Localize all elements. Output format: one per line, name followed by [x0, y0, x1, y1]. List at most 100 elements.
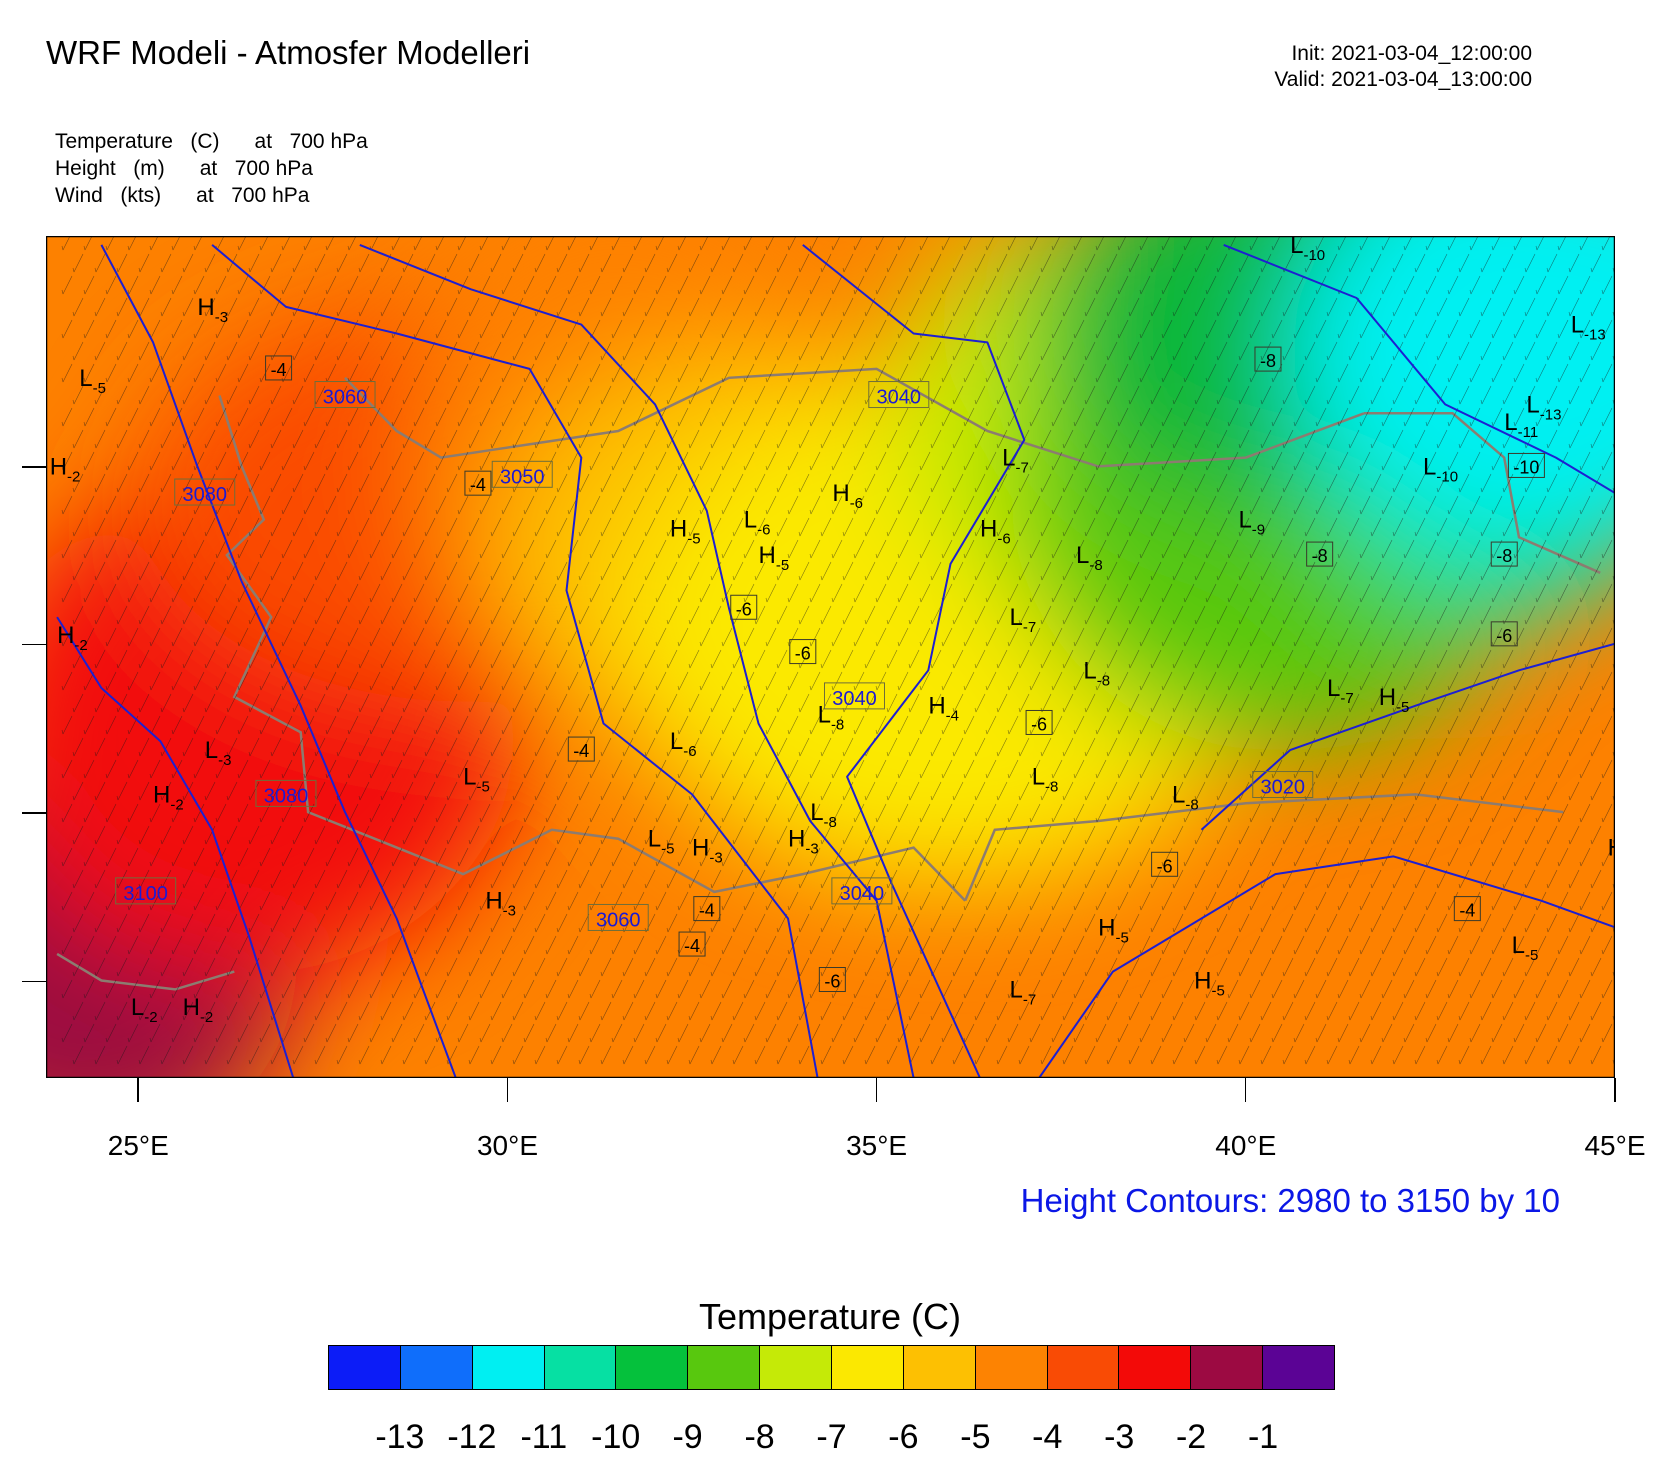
height-label-box	[255, 779, 317, 807]
height-contour	[1200, 642, 1615, 831]
x-tick	[1614, 1078, 1616, 1102]
temperature-label-box	[693, 896, 721, 922]
y-tick	[22, 643, 46, 646]
high-marker: H-5	[1379, 684, 1410, 716]
coastline	[1364, 412, 1601, 574]
temperature-contour-label: -8	[1312, 546, 1328, 566]
x-tick	[506, 1078, 508, 1102]
temperature-label-box	[1151, 851, 1179, 877]
x-tick-label: 35°E	[846, 1130, 908, 1161]
height-contour-label: 3080	[264, 785, 309, 807]
height-contours-note: Height Contours: 2980 to 3150 by 10	[1020, 1182, 1560, 1219]
wind-barbs	[61, 236, 1615, 1065]
x-tick	[1244, 1078, 1247, 1102]
height-contour-label: 3020	[1260, 777, 1305, 799]
temperature-contour-label: -6	[1157, 856, 1173, 876]
height-label-box	[831, 877, 893, 905]
temperature-label-box	[1453, 896, 1481, 922]
x-tick-label: 40°E	[1215, 1130, 1277, 1161]
temperature-label-box	[818, 967, 846, 993]
valid-time: Valid: 2021-03-04_13:00:00	[1274, 68, 1532, 91]
height-label-box	[868, 381, 930, 409]
map-labels: 3060 3040 3050 3080 3040 3020 3080 3100 3060 3040…	[50, 236, 1615, 1026]
temperature-label-box	[1490, 621, 1518, 647]
height-contour	[100, 244, 457, 1078]
temperature-label-box	[464, 470, 492, 496]
colorbar-swatch	[616, 1346, 689, 1389]
colorbar-swatch	[832, 1346, 904, 1389]
temperature-contour-label: -4	[1459, 901, 1475, 921]
temperature-contour-label: -4	[573, 741, 589, 761]
colorbar-label: -10	[591, 1418, 641, 1456]
wind-barb-field	[61, 236, 1615, 1065]
height-label-box	[174, 478, 236, 506]
colorbar-label: -5	[960, 1418, 991, 1456]
colorbar-label: -12	[447, 1418, 497, 1456]
height-label-box	[115, 877, 177, 905]
init-time: Init: 2021-03-04_12:00:00	[1291, 42, 1532, 65]
temperature-label-box	[1490, 541, 1518, 567]
plot-title: WRF Modeli - Atmosfer Modelleri	[46, 34, 531, 71]
temperature-label-box	[1025, 709, 1053, 735]
temperature-contour-label: -4	[684, 936, 700, 956]
temperature-label-box	[265, 355, 293, 381]
temperature-label-box	[678, 931, 706, 957]
high-marker: H-5	[670, 515, 701, 547]
coastline	[964, 793, 1564, 902]
low-marker: L-5	[79, 365, 106, 397]
height-label-box	[587, 903, 649, 931]
colorbar-swatch	[329, 1346, 401, 1389]
height-contour	[56, 616, 295, 1078]
colorbar-label: -9	[672, 1418, 703, 1456]
map-svg: 3060 3040 3050 3080 3040 3020 3080 3100 3060 3040…	[46, 236, 1615, 1078]
x-tick-label: 30°E	[476, 1130, 539, 1161]
height-contour	[1038, 855, 1615, 1078]
temperature-contour-label: -6	[736, 599, 752, 619]
colorbar-swatch	[903, 1346, 976, 1389]
temperature-field	[46, 236, 1615, 1078]
height-contour	[802, 244, 1026, 1078]
colorbar-label: -11	[520, 1418, 568, 1456]
height-label-box	[823, 682, 885, 710]
coastline	[344, 367, 1365, 468]
y-tick	[22, 980, 46, 982]
colorbar-swatch	[1119, 1346, 1192, 1389]
temperature-contour-label: -6	[795, 644, 811, 664]
colorbar-label: -7	[816, 1418, 847, 1456]
colorbar-label: -13	[375, 1418, 425, 1456]
map-panel[interactable]: 3060 3040 3050 3080 3040 3020 3080 3100 3060 3040…	[46, 236, 1615, 1078]
colorbar-swatch	[1263, 1346, 1335, 1389]
colorbar-label: -6	[888, 1418, 919, 1456]
high-marker: H-4	[928, 693, 959, 725]
colorbar-label: -2	[1175, 1418, 1207, 1456]
temperature-label-box	[730, 594, 758, 620]
colorbar-swatch	[544, 1346, 617, 1389]
temperature-label-box	[1254, 346, 1282, 372]
x-tick	[875, 1078, 878, 1102]
colorbar-label: -1	[1247, 1418, 1279, 1456]
colorbar-swatch	[472, 1346, 545, 1389]
height-contour	[359, 243, 915, 1078]
temperature-label-box	[1507, 452, 1545, 478]
height-contours	[56, 243, 1615, 1078]
height-contour-label: 3080	[182, 484, 227, 506]
colorbar-swatch	[1047, 1346, 1120, 1389]
high-marker: H-3	[485, 888, 516, 920]
colorbar-swatch	[1191, 1346, 1264, 1389]
field-temperature: Temperature (C) at 700 hPa	[55, 130, 368, 153]
temperature-contour-label: -8	[1496, 546, 1512, 566]
height-contour-label: 3050	[500, 466, 545, 488]
low-marker: L-3	[205, 737, 232, 769]
temperature-label-box	[789, 639, 817, 665]
temperature-contour-label: -4	[271, 360, 287, 380]
y-tick	[22, 812, 46, 814]
x-tick	[137, 1078, 139, 1102]
colorbar-swatch	[688, 1346, 761, 1389]
field-wind: Wind (kts) at 700 hPa	[55, 184, 310, 207]
field-height: Height (m) at 700 hPa	[55, 157, 313, 180]
temperature-contour-label: -6	[1031, 714, 1047, 734]
low-marker: L-2	[131, 994, 158, 1026]
low-marker: L-5	[463, 764, 490, 796]
colorbar	[328, 1345, 1335, 1390]
height-label-box	[1252, 771, 1314, 799]
